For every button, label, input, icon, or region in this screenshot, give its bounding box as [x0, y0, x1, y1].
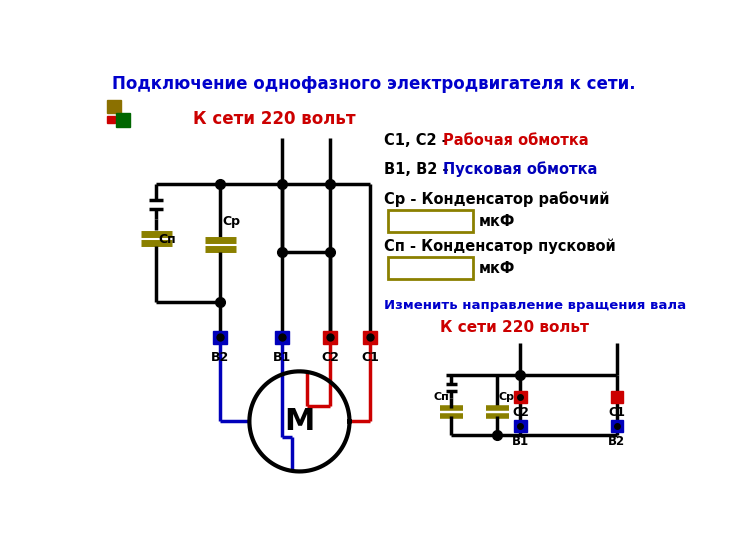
- Text: Пусковая обмотка: Пусковая обмотка: [442, 162, 597, 178]
- Text: Ср: Ср: [223, 214, 240, 228]
- Text: С1: С1: [608, 406, 625, 419]
- Bar: [514, 391, 526, 403]
- Text: В1: В1: [512, 435, 529, 448]
- Text: В2: В2: [211, 351, 229, 363]
- Text: Сп - Конденсатор пусковой: Сп - Конденсатор пусковой: [384, 238, 616, 254]
- Bar: [323, 330, 337, 344]
- Bar: [388, 211, 473, 232]
- Bar: [274, 330, 288, 344]
- Bar: [388, 258, 473, 279]
- Text: К сети 220 вольт: К сети 220 вольт: [193, 110, 356, 128]
- Text: С2: С2: [512, 406, 529, 419]
- Text: Ср - Конденсатор рабочий: Ср - Конденсатор рабочий: [384, 191, 610, 207]
- Bar: [107, 100, 120, 113]
- Text: С1: С1: [361, 351, 379, 363]
- Bar: [107, 116, 115, 123]
- Text: Ср: Ср: [499, 392, 515, 402]
- Bar: [213, 330, 227, 344]
- Text: Подключение однофазного электродвигателя к сети.: Подключение однофазного электродвигателя…: [112, 75, 636, 93]
- Text: В2: В2: [608, 435, 625, 448]
- Bar: [364, 330, 377, 344]
- Text: мкФ: мкФ: [479, 214, 515, 228]
- Bar: [610, 420, 623, 432]
- Bar: [116, 113, 130, 127]
- Text: В1, В2 -: В1, В2 -: [384, 162, 454, 177]
- Text: С2: С2: [321, 351, 339, 363]
- Text: Сп: Сп: [158, 233, 176, 246]
- Text: Рабочая обмотка: Рабочая обмотка: [442, 133, 588, 148]
- Text: М: М: [284, 407, 315, 436]
- Text: Изменить направление вращения вала: Изменить направление вращения вала: [384, 300, 686, 312]
- Text: Сп: Сп: [434, 392, 450, 402]
- Bar: [610, 391, 623, 403]
- Text: В1: В1: [272, 351, 291, 363]
- Text: мкФ: мкФ: [479, 260, 515, 276]
- Text: К сети 220 вольт: К сети 220 вольт: [439, 320, 588, 335]
- Bar: [514, 420, 526, 432]
- Text: С1, С2 -: С1, С2 -: [384, 133, 453, 148]
